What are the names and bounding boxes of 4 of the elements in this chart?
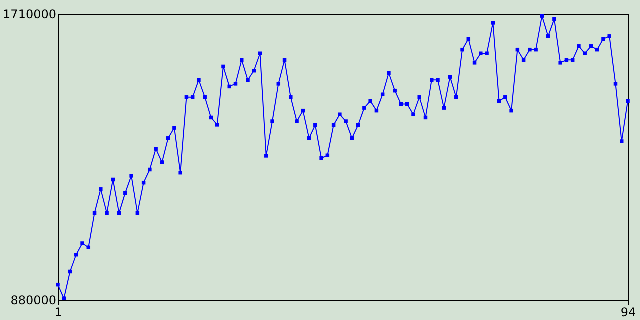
y-tick-label: 880000	[10, 294, 56, 308]
x-tick-label: 94	[620, 306, 636, 320]
x-tick-label: 1	[54, 306, 62, 320]
y-tick-label: 1710000	[3, 8, 56, 22]
